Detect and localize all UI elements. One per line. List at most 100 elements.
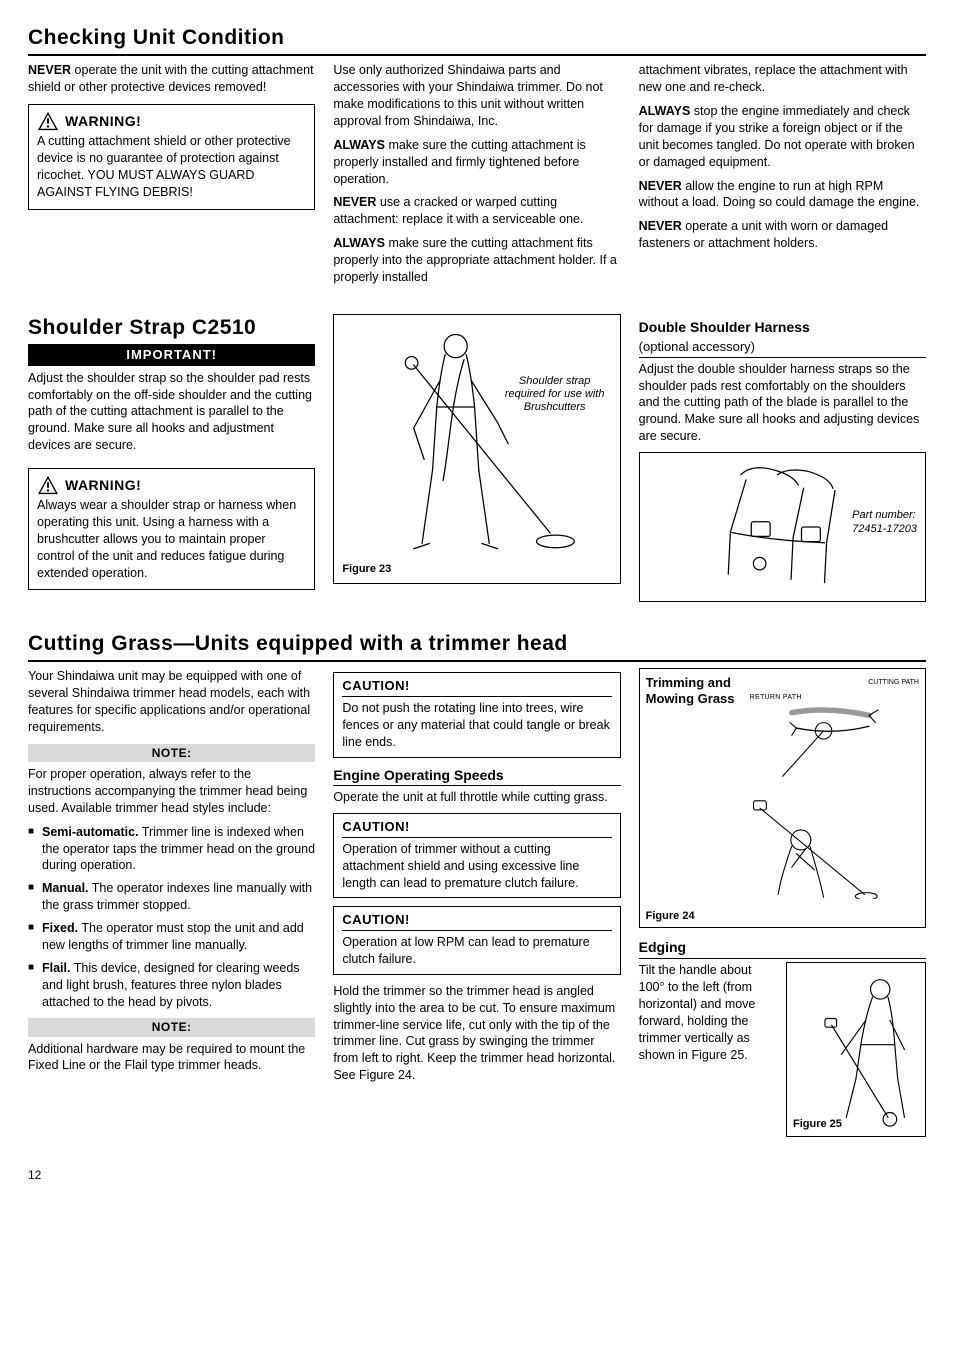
caution-box: CAUTION! Operation at low RPM can lead t… xyxy=(333,906,620,974)
three-column-row: NEVER operate the unit with the cutting … xyxy=(28,62,926,286)
three-column-row: Your Shindaiwa unit may be equipped with… xyxy=(28,668,926,1137)
item-bold: Manual. xyxy=(42,881,89,895)
page-number: 12 xyxy=(28,1167,926,1183)
subheading-harness: Double Shoulder Harness (optional access… xyxy=(639,318,926,358)
section-checking: Checking Unit Condition NEVER operate th… xyxy=(28,24,926,286)
section-title: Checking Unit Condition xyxy=(28,24,926,56)
col3: Double Shoulder Harness (optional access… xyxy=(639,314,926,602)
figure-25-box: Figure 25 xyxy=(786,962,926,1137)
bold-word: ALWAYS xyxy=(333,236,385,250)
section-title: Cutting Grass—Units equipped with a trim… xyxy=(28,630,926,662)
bold-word: ALWAYS xyxy=(639,104,691,118)
col3: Trimming and Mowing Grass RETURN PATH CU… xyxy=(639,668,926,1137)
col2: CAUTION! Do not push the rotating line i… xyxy=(333,668,620,1137)
paragraph: NEVER allow the engine to run at high RP… xyxy=(639,178,926,212)
part-label: Part number: xyxy=(852,509,916,521)
warning-box: WARNING! Always wear a shoulder strap or… xyxy=(28,468,315,590)
subheading-edging: Edging xyxy=(639,938,926,959)
warning-icon xyxy=(37,475,59,495)
item-bold: Flail. xyxy=(42,961,70,975)
col2: Use only authorized Shindaiwa parts and … xyxy=(333,62,620,286)
list-item: Manual. The operator indexes line manual… xyxy=(28,880,315,914)
paragraph: Adjust the double shoulder harness strap… xyxy=(639,361,926,445)
paragraph: attachment vibrates, replace the attachm… xyxy=(639,62,926,96)
subheading-speeds: Engine Operating Speeds xyxy=(333,766,620,787)
caution-header: CAUTION! xyxy=(342,911,611,931)
note-bar: NOTE: xyxy=(28,744,315,762)
list-item: Fixed. The operator must stop the unit a… xyxy=(28,920,315,954)
figure-note: Shoulder strap required for use with Bru… xyxy=(500,375,610,415)
harness-figure-box: Part number: 72451-17203 xyxy=(639,452,926,602)
subheading-text: Double Shoulder Harness xyxy=(639,319,810,335)
three-column-row: Shoulder Strap C2510 IMPORTANT! Adjust t… xyxy=(28,314,926,602)
warning-body: A cutting attachment shield or other pro… xyxy=(37,133,306,201)
caution-box: CAUTION! Operation of trimmer without a … xyxy=(333,813,620,898)
cutting-path-label: CUTTING PATH xyxy=(868,679,919,686)
paragraph: Additional hardware may be required to m… xyxy=(28,1041,315,1075)
paragraph: NEVER operate a unit with worn or damage… xyxy=(639,218,926,252)
caution-body: Operation at low RPM can lead to prematu… xyxy=(342,934,611,968)
bold-word: NEVER xyxy=(639,179,682,193)
text: allow the engine to run at high RPM with… xyxy=(639,179,920,210)
caution-body: Operation of trimmer without a cutting a… xyxy=(342,841,611,892)
paragraph: Adjust the shoulder strap so the shoulde… xyxy=(28,370,315,454)
warning-title: WARNING! xyxy=(65,112,141,131)
figure-label: Figure 25 xyxy=(793,1117,842,1132)
bold-word: NEVER xyxy=(333,195,376,209)
list-item: Semi-automatic. Trimmer line is indexed … xyxy=(28,824,315,875)
col3: attachment vibrates, replace the attachm… xyxy=(639,62,926,286)
subheading-sub: (optional accessory) xyxy=(639,339,755,354)
figure-label: Figure 23 xyxy=(342,562,391,577)
item-bold: Semi-automatic. xyxy=(42,825,139,839)
item-bold: Fixed. xyxy=(42,921,78,935)
paragraph: NEVER operate the unit with the cutting … xyxy=(28,62,315,96)
caution-box: CAUTION! Do not push the rotating line i… xyxy=(333,672,620,757)
paragraph: NEVER use a cracked or warped cutting at… xyxy=(333,194,620,228)
paragraph: Your Shindaiwa unit may be equipped with… xyxy=(28,668,315,736)
warning-box: WARNING! A cutting attachment shield or … xyxy=(28,104,315,210)
edging-row: Tilt the handle about 100° to the left (… xyxy=(639,962,926,1137)
paragraph: Use only authorized Shindaiwa parts and … xyxy=(333,62,620,130)
caution-body: Do not push the rotating line into trees… xyxy=(342,700,611,751)
warning-body: Always wear a shoulder strap or harness … xyxy=(37,497,306,581)
warning-header: WARNING! xyxy=(37,111,306,131)
figure-23-box: Shoulder strap required for use with Bru… xyxy=(333,314,620,584)
paragraph: Hold the trimmer so the trimmer head is … xyxy=(333,983,620,1084)
col2-figure: Shoulder strap required for use with Bru… xyxy=(333,314,620,602)
caution-header: CAUTION! xyxy=(342,677,611,697)
trimmer-head-list: Semi-automatic. Trimmer line is indexed … xyxy=(28,824,315,1011)
figure-label: Figure 24 xyxy=(646,909,695,924)
section-shoulder-strap: Shoulder Strap C2510 IMPORTANT! Adjust t… xyxy=(28,314,926,602)
warning-icon xyxy=(37,111,59,131)
section-title: Shoulder Strap C2510 xyxy=(28,314,315,342)
col1: Shoulder Strap C2510 IMPORTANT! Adjust t… xyxy=(28,314,315,602)
figure-24-illustration xyxy=(640,699,925,899)
bold-word: NEVER xyxy=(639,219,682,233)
part-number: 72451-17203 xyxy=(852,523,917,535)
bold-word: NEVER xyxy=(28,63,71,77)
figure-25-illustration xyxy=(793,969,919,1130)
warning-header: WARNING! xyxy=(37,475,306,495)
caution-header: CAUTION! xyxy=(342,818,611,838)
important-bar: IMPORTANT! xyxy=(28,344,315,366)
t1: Trimming and xyxy=(646,675,731,690)
text: operate the unit with the cutting attach… xyxy=(28,63,314,94)
col1: Your Shindaiwa unit may be equipped with… xyxy=(28,668,315,1137)
item-text: This device, designed for clearing weeds… xyxy=(42,961,300,1009)
paragraph: ALWAYS stop the engine immediately and c… xyxy=(639,103,926,171)
paragraph: Tilt the handle about 100° to the left (… xyxy=(639,962,778,1130)
note-bar: NOTE: xyxy=(28,1018,315,1036)
paragraph: For proper operation, always refer to th… xyxy=(28,766,315,817)
bold-word: ALWAYS xyxy=(333,138,385,152)
warning-title: WARNING! xyxy=(65,476,141,495)
figure-24-box: Trimming and Mowing Grass RETURN PATH CU… xyxy=(639,668,926,928)
section-cutting-grass: Cutting Grass—Units equipped with a trim… xyxy=(28,630,926,1137)
paragraph: ALWAYS make sure the cutting attachment … xyxy=(333,137,620,188)
paragraph: Operate the unit at full throttle while … xyxy=(333,789,620,806)
list-item: Flail. This device, designed for clearin… xyxy=(28,960,315,1011)
figure-23-illustration xyxy=(342,323,611,575)
part-number-block: Part number: 72451-17203 xyxy=(852,508,917,537)
item-text: The operator must stop the unit and add … xyxy=(42,921,304,952)
col1: NEVER operate the unit with the cutting … xyxy=(28,62,315,286)
paragraph: ALWAYS make sure the cutting attachment … xyxy=(333,235,620,286)
